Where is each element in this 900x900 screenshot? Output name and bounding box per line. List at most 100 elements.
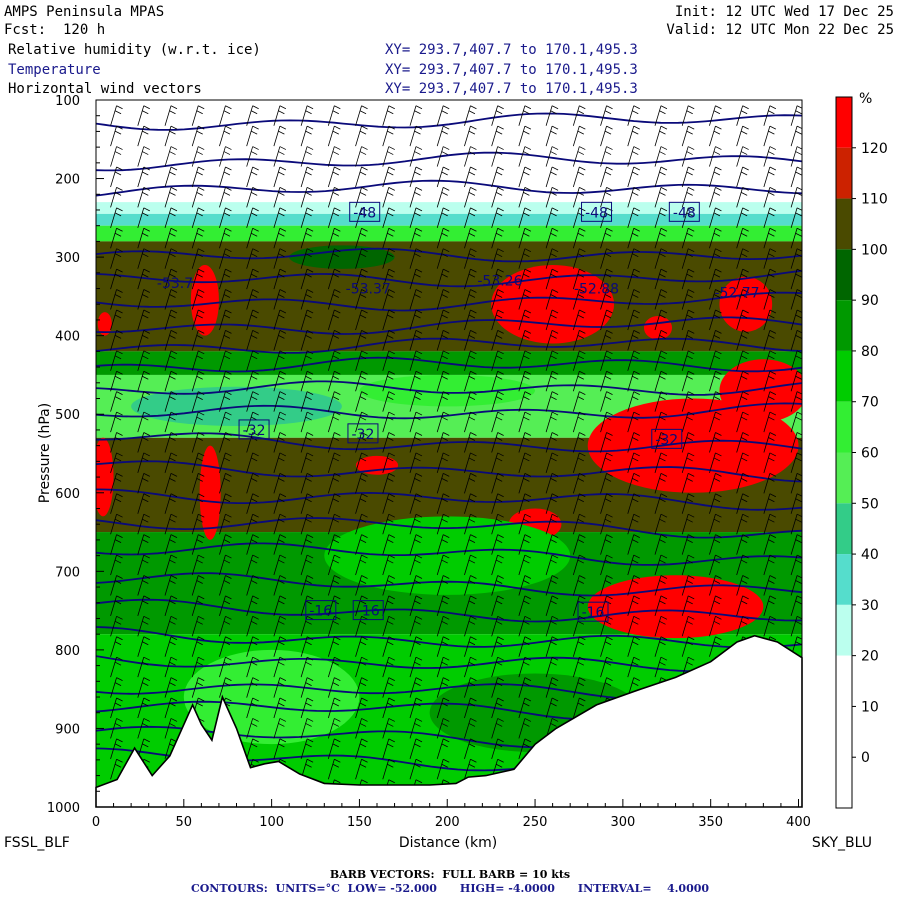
wind-barb-flag: [305, 416, 312, 421]
wind-barb-flag: [278, 110, 285, 115]
wind-barb-flag: [497, 166, 504, 171]
wind-barb-flag: [223, 661, 231, 666]
wind-barb-flag: [169, 294, 176, 298]
wind-barb-flag: [332, 620, 340, 625]
wind-barb: [491, 493, 499, 514]
wind-barb-flag: [715, 411, 722, 416]
wind-barb: [627, 350, 635, 371]
wind-barb: [273, 166, 281, 188]
wind-barb: [709, 514, 716, 535]
wind-barb-flag: [142, 600, 149, 605]
wind-barb-flag: [633, 432, 640, 436]
wind-barb-flag: [170, 554, 178, 559]
wind-barb-flag: [334, 105, 341, 110]
wind-barb-flag: [441, 641, 448, 646]
wind-barb: [545, 371, 553, 392]
wind-barb-flag: [441, 723, 448, 727]
wind-barb-flag: [468, 375, 476, 380]
wind-barb-flag: [306, 534, 314, 538]
y-tick-label: 800: [55, 644, 80, 659]
wind-barb-flag: [632, 151, 639, 155]
wind-barb-flag: [443, 370, 450, 375]
wind-barb: [219, 636, 226, 657]
wind-barb-flag: [768, 171, 775, 176]
wind-barb: [681, 636, 689, 657]
wind-barb: [790, 514, 798, 535]
wind-barb-flag: [387, 416, 394, 421]
wind-barb: [246, 350, 254, 371]
wind-barb: [191, 554, 199, 576]
wind-barb: [355, 166, 362, 188]
wind-barb-flag: [470, 289, 477, 293]
wind-barb: [572, 248, 580, 269]
wind-barb-flag: [170, 105, 178, 110]
wind-barb-flag: [742, 330, 749, 334]
wind-barb: [464, 228, 471, 249]
wind-barb-flag: [715, 513, 722, 518]
wind-barb-flag: [604, 314, 612, 319]
wind-barb-flag: [142, 416, 149, 421]
wind-barb-flag: [415, 656, 423, 661]
wind-barb-flag: [468, 498, 476, 503]
wind-barb-flag: [361, 146, 368, 150]
wind-barb-flag: [388, 718, 395, 722]
wind-barb-flag: [524, 656, 532, 661]
wind-barb-flag: [468, 600, 476, 605]
wind-barb-flag: [415, 432, 423, 436]
wind-barb-flag: [334, 411, 341, 416]
y-tick-label: 300: [55, 251, 80, 266]
wind-barb-flag: [250, 580, 258, 584]
wind-barb-flag: [523, 375, 530, 380]
wind-barb-flag: [495, 314, 503, 319]
wind-barb-flag: [252, 677, 259, 681]
wind-barb-flag: [497, 472, 504, 477]
wind-barb-flag: [468, 457, 476, 462]
wind-barb-flag: [332, 539, 340, 543]
wind-barb: [572, 677, 580, 698]
wind-barb-flag: [225, 615, 232, 620]
wind-barb: [709, 146, 716, 167]
wind-barb-flag: [279, 166, 287, 171]
wind-barb-flag: [742, 534, 749, 538]
wind-barb-flag: [632, 171, 639, 176]
wind-barb-flag: [495, 130, 503, 135]
wind-barb-flag: [606, 370, 613, 375]
wind-barb: [627, 391, 635, 412]
wind-barb: [790, 146, 798, 167]
wind-barb: [600, 554, 607, 576]
wind-barb-flag: [495, 620, 503, 625]
wind-barb: [790, 371, 798, 392]
wind-barb-flag: [660, 105, 668, 110]
wind-barb-flag: [116, 105, 123, 110]
wind-barb-flag: [142, 151, 149, 155]
wind-barb: [246, 126, 254, 147]
wind-barb-flag: [387, 477, 394, 482]
wind-barb-flag: [715, 187, 722, 191]
wind-barb-flag: [332, 437, 340, 441]
wind-barb: [219, 228, 226, 249]
wind-barb: [600, 575, 607, 596]
wind-barb-flag: [769, 432, 777, 436]
wind-barb-flag: [306, 615, 314, 620]
wind-barb-flag: [387, 192, 394, 196]
wind-barb: [110, 759, 117, 780]
wind-barb-flag: [114, 273, 122, 278]
field-xy-wind: XY= 293.7,407.7 to 170.1,495.3: [385, 81, 638, 97]
wind-barb-flag: [795, 580, 802, 584]
wind-barb-flag: [278, 518, 285, 523]
wind-barb: [164, 289, 172, 310]
wind-barb: [191, 330, 199, 351]
wind-barb-flag: [688, 472, 695, 477]
wind-barb-flag: [142, 171, 149, 176]
wind-barb: [273, 350, 281, 371]
wind-barb-flag: [142, 620, 149, 625]
wind-barb-flag: [359, 600, 367, 605]
wind-barb: [110, 616, 117, 637]
wind-barb: [409, 534, 417, 555]
wind-barb-flag: [550, 498, 557, 503]
wind-barb-flag: [388, 575, 395, 579]
wind-barb: [654, 146, 662, 167]
wind-barb-flag: [470, 227, 477, 232]
wind-barb-flag: [604, 620, 612, 625]
wind-barb: [300, 534, 308, 555]
